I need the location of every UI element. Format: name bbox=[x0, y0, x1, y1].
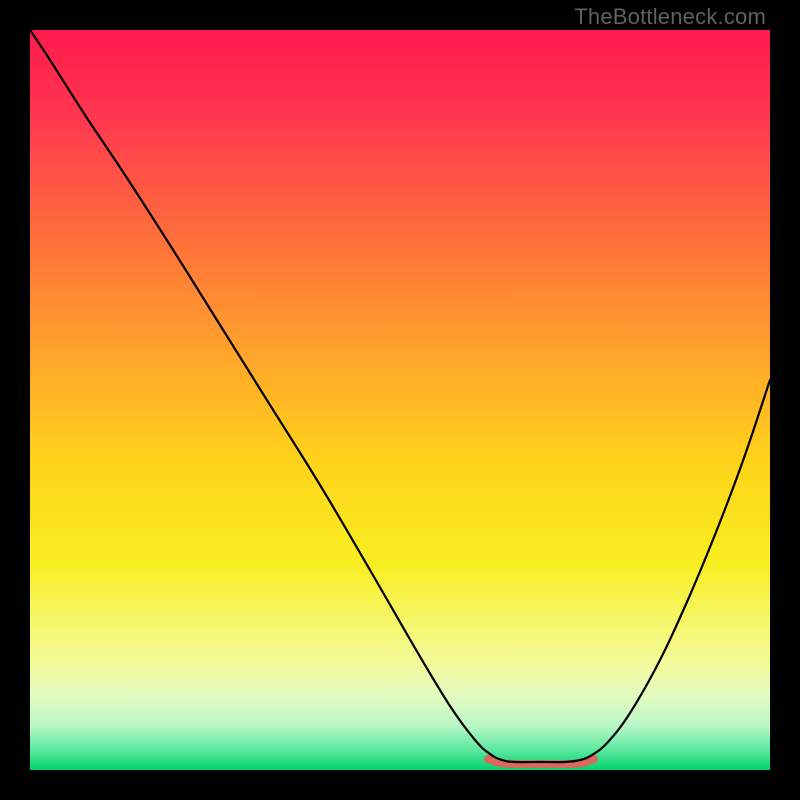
watermark-text: TheBottleneck.com bbox=[574, 4, 766, 30]
chart-frame: TheBottleneck.com bbox=[0, 0, 800, 800]
gradient-background bbox=[30, 30, 770, 770]
plot-area bbox=[30, 30, 770, 770]
